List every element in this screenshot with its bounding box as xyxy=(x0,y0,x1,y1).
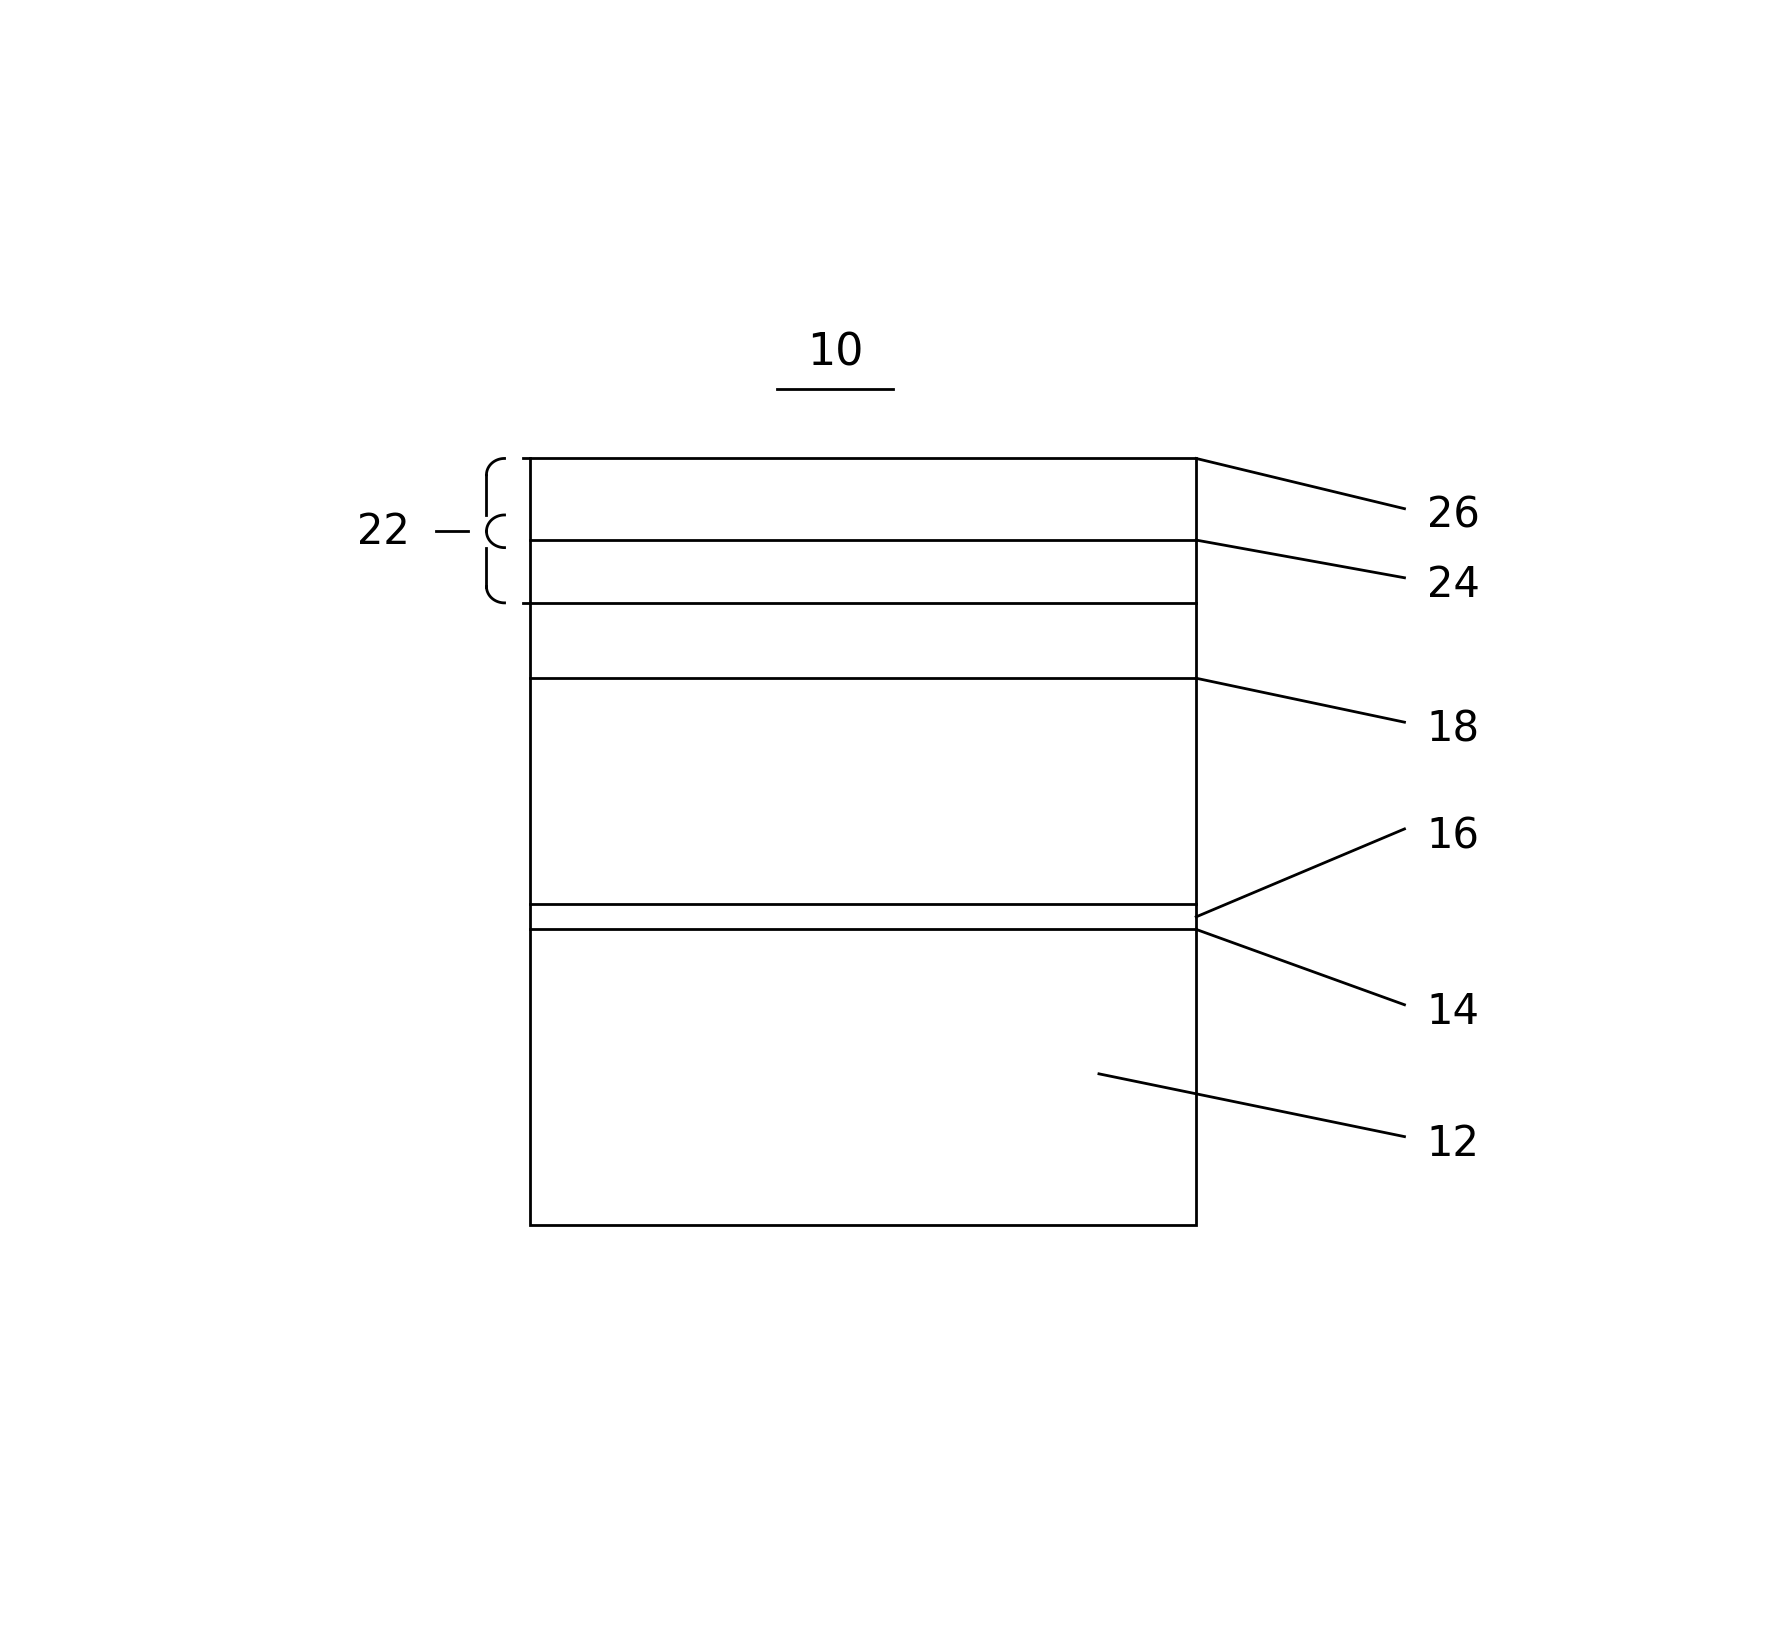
Text: 22: 22 xyxy=(357,510,410,553)
Text: 26: 26 xyxy=(1426,494,1480,536)
Text: 16: 16 xyxy=(1426,815,1480,857)
Text: 10: 10 xyxy=(806,331,864,373)
Text: 24: 24 xyxy=(1426,564,1480,606)
Text: 14: 14 xyxy=(1426,991,1480,1032)
Bar xyxy=(530,460,1197,1224)
Text: 12: 12 xyxy=(1426,1121,1480,1164)
Text: 18: 18 xyxy=(1426,707,1480,750)
